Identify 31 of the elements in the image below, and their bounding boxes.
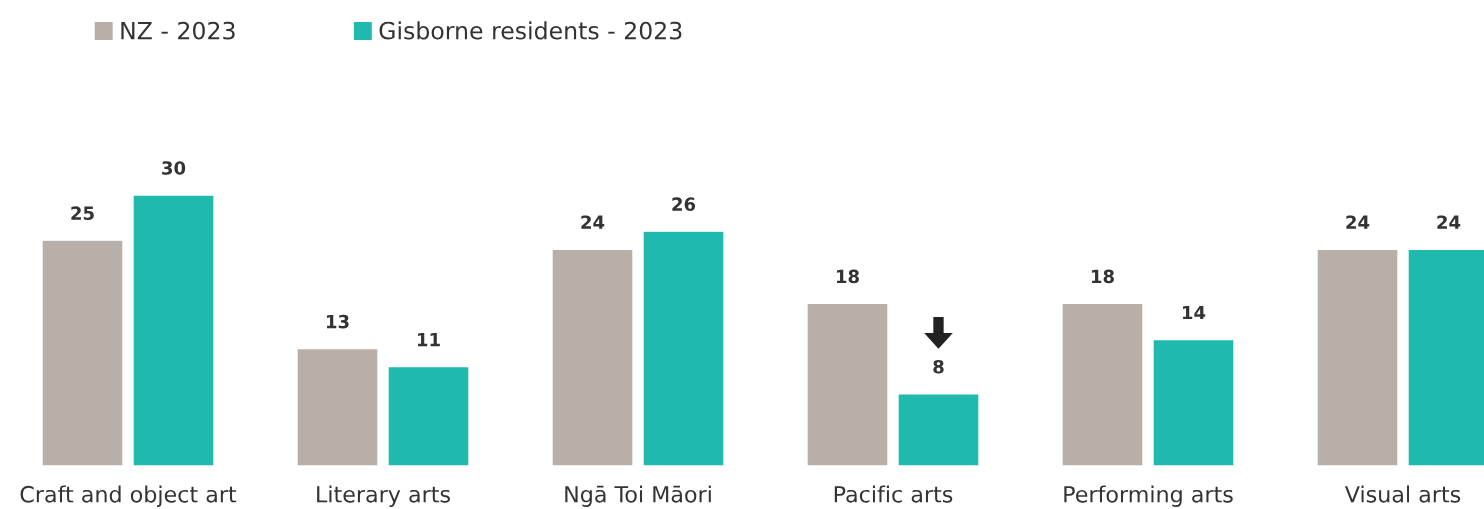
bar (296, 347, 379, 466)
bar (642, 230, 725, 466)
bar (551, 248, 634, 466)
data-label: 11 (417, 333, 440, 347)
x-tick-label: Pacific arts (834, 485, 953, 503)
data-label: 30 (162, 161, 186, 175)
bar (41, 239, 124, 466)
x-tick-label: Visual arts (1344, 485, 1461, 503)
bar (806, 302, 889, 466)
bar (387, 365, 470, 466)
bar (1061, 302, 1144, 466)
data-label: 26 (672, 197, 696, 211)
x-tick-label: Performing arts (1064, 485, 1233, 507)
legend-label: Gisborne residents - 2023 (379, 21, 682, 40)
x-tick-label: Literary arts (317, 485, 450, 507)
bar (1152, 338, 1235, 466)
x-tick-label: Craft and object art (20, 485, 237, 507)
data-label: 14 (1182, 305, 1206, 320)
data-label: 24 (1346, 215, 1370, 229)
data-label: 24 (581, 215, 605, 229)
legend-label: NZ - 2023 (121, 21, 235, 40)
bar (897, 393, 980, 466)
data-label: 24 (1437, 215, 1461, 229)
data-label: 13 (326, 314, 349, 329)
data-label: 18 (836, 269, 859, 284)
data-label: 18 (1091, 269, 1114, 284)
bar (1316, 248, 1399, 466)
data-label: 8 (933, 359, 944, 374)
bar (132, 194, 215, 466)
x-tick-label: Ngā Toi Māori (565, 485, 711, 507)
data-label: 25 (71, 206, 94, 220)
